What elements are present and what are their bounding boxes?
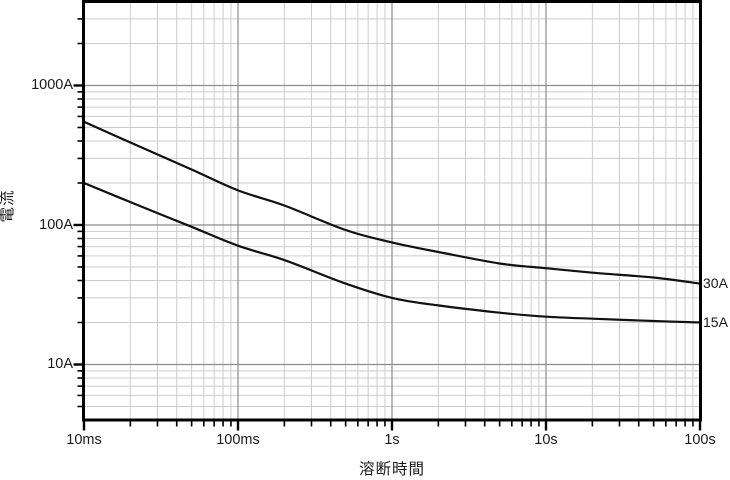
x-tick-label-10ms: 10ms <box>66 432 102 448</box>
y-tick-label-100A: 100A <box>39 217 73 233</box>
x-axis-title: 溶断時間 <box>358 461 425 478</box>
y-tick-label-10A: 10A <box>47 356 73 372</box>
x-tick-label-100ms: 100ms <box>216 432 260 448</box>
curve-30A <box>82 120 702 285</box>
series-label-15A: 15A <box>703 314 728 330</box>
curve-15A <box>82 181 702 324</box>
x-tick-label-1s: 1s <box>384 432 400 448</box>
y-tick-label-1000A: 1000A <box>31 77 73 93</box>
plot-border <box>82 0 702 422</box>
x-tick-label-100s: 100s <box>684 432 716 448</box>
series-label-30A: 30A <box>703 275 728 291</box>
y-axis-title: 電流 <box>0 189 16 223</box>
x-tick-label-10s: 10s <box>534 432 558 448</box>
